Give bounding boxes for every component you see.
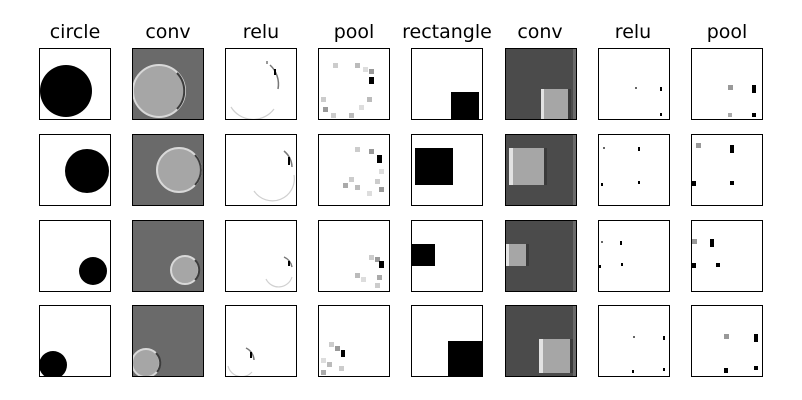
rectangle-shape: [451, 92, 479, 119]
pool-rectangle-panel: [691, 134, 763, 206]
relu-circle-panel: [225, 48, 297, 120]
rectangle-shape: [412, 244, 435, 266]
header-relu-2: relu: [614, 21, 652, 43]
rectangle-input-panel: [411, 220, 483, 292]
pool-circle-panel: [318, 134, 390, 206]
rectangle-input-panel: [411, 305, 483, 377]
rectangle-input-panel: [411, 134, 483, 206]
circle-input-panel: [39, 220, 111, 292]
conv-rectangle-panel: [505, 48, 577, 120]
circle-input-panel: [39, 305, 111, 377]
header-conv-2: conv: [517, 21, 563, 43]
relu-rectangle-panel: [598, 48, 670, 120]
conv-circle-panel: [132, 48, 204, 120]
header-pool-1: pool: [333, 21, 375, 43]
pool-rectangle-panel: [691, 48, 763, 120]
circle-shape: [40, 65, 92, 117]
conv-circle-panel: [132, 220, 204, 292]
conv-rectangle-panel: [505, 220, 577, 292]
conv-circle-panel: [132, 305, 204, 377]
conv-rectangle-panel: [505, 134, 577, 206]
pool-circle-panel: [318, 220, 390, 292]
relu-rectangle-panel: [598, 220, 670, 292]
relu-circle-panel: [225, 134, 297, 206]
circle-input-panel: [39, 48, 111, 120]
relu-circle-panel: [225, 220, 297, 292]
circle-input-panel: [39, 134, 111, 206]
rectangle-shape: [415, 148, 453, 185]
pool-circle-panel: [318, 48, 390, 120]
header-conv-1: conv: [145, 21, 191, 43]
pool-rectangle-panel: [691, 305, 763, 377]
circle-shape: [79, 257, 107, 285]
header-rectangle: rectangle: [402, 21, 492, 43]
header-relu-1: relu: [242, 21, 280, 43]
conv-circle-panel: [132, 134, 204, 206]
pool-rectangle-panel: [691, 220, 763, 292]
rectangle-shape: [448, 341, 482, 376]
conv-rectangle-panel: [505, 305, 577, 377]
relu-rectangle-panel: [598, 134, 670, 206]
relu-circle-panel: [225, 305, 297, 377]
circle-shape: [40, 351, 67, 376]
header-pool-2: pool: [706, 21, 748, 43]
rectangle-input-panel: [411, 48, 483, 120]
header-circle: circle: [49, 21, 101, 43]
pool-circle-panel: [318, 305, 390, 377]
circle-shape: [65, 149, 109, 193]
relu-rectangle-panel: [598, 305, 670, 377]
